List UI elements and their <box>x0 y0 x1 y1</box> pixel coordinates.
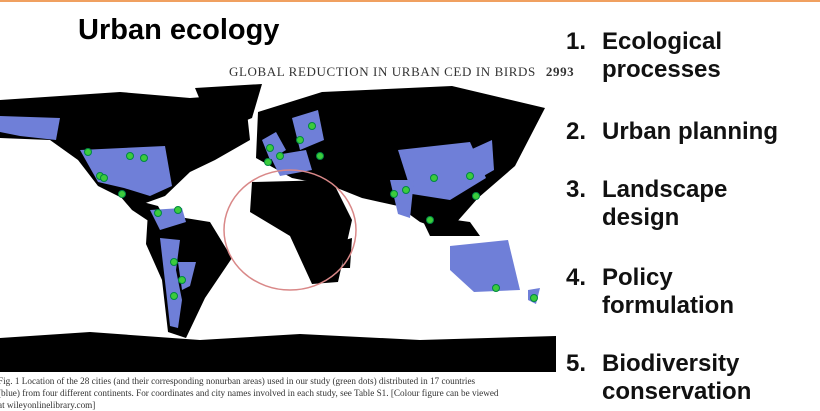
item-text: Urban planning <box>602 118 778 146</box>
list-item: 4. Policy formulation <box>566 264 734 320</box>
city-dots <box>84 122 538 302</box>
item-text: Landscape design <box>602 176 727 232</box>
item-number: 3. <box>566 176 587 203</box>
item-number: 4. <box>566 264 587 291</box>
item-line: conservation <box>602 378 752 405</box>
caption-line: Fig. 1 Location of the 28 cities (and th… <box>0 376 476 386</box>
item-line: Biodiversity <box>602 350 740 377</box>
list-item: 2. Urban planning <box>566 118 778 146</box>
item-text: Policy formulation <box>602 264 734 320</box>
paper-header: GLOBAL REDUCTION IN URBAN CED IN BIRDS 29… <box>229 64 574 80</box>
item-line: design <box>602 204 680 231</box>
item-line: Urban planning <box>602 118 778 145</box>
list-item: 3. Landscape design <box>566 176 727 232</box>
list-item: 1. Ecological processes <box>566 28 722 84</box>
land <box>0 84 556 372</box>
top-bar <box>0 0 820 2</box>
highlight-circle <box>223 169 357 291</box>
item-line: formulation <box>602 292 734 319</box>
list-item: 5. Biodiversity conservation <box>566 350 751 406</box>
item-number: 2. <box>566 118 587 145</box>
item-text: Ecological processes <box>602 28 722 84</box>
page-number: 2993 <box>545 64 575 79</box>
caption-line: at wileyonlinelibrary.com] <box>0 400 96 410</box>
caption-line: (blue) from four different continents. F… <box>0 388 499 398</box>
item-number: 1. <box>566 28 587 55</box>
item-line: Policy <box>602 264 673 291</box>
world-map <box>0 84 556 372</box>
item-line: processes <box>602 56 721 83</box>
slide-title: Urban ecology <box>78 14 280 46</box>
item-number: 5. <box>566 350 587 377</box>
figure-caption: Fig. 1 Location of the 28 cities (and th… <box>0 375 568 411</box>
running-title: GLOBAL REDUCTION IN URBAN CED IN BIRDS <box>229 64 536 79</box>
study-countries <box>0 110 540 328</box>
item-text: Biodiversity conservation <box>602 350 751 406</box>
item-line: Landscape <box>602 176 728 203</box>
item-line: Ecological <box>602 28 723 55</box>
